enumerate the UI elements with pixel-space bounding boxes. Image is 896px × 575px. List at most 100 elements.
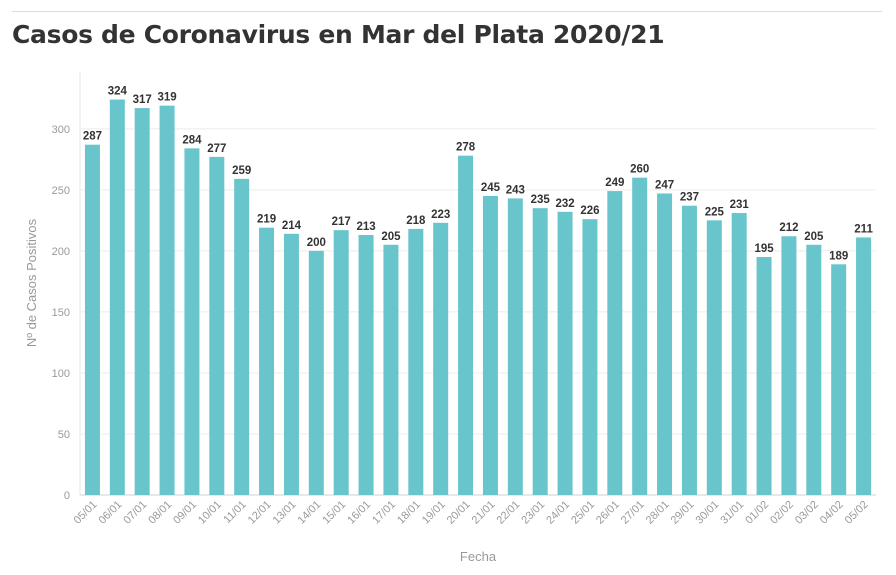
x-tick-label: 09/01 (171, 499, 199, 527)
x-tick-label: 25/01 (569, 499, 597, 527)
x-tick-label: 19/01 (420, 499, 448, 527)
bar-value-label: 225 (705, 206, 725, 218)
x-tick-label: 08/01 (146, 499, 174, 527)
x-tick-label: 05/01 (72, 499, 100, 527)
bar[interactable] (657, 193, 673, 495)
x-tick-label: 26/01 (594, 499, 622, 527)
bar[interactable] (333, 230, 349, 495)
bar-value-label: 226 (580, 205, 599, 217)
x-tick-label: 12/01 (246, 499, 274, 527)
bar[interactable] (781, 236, 797, 495)
x-tick-label: 06/01 (96, 499, 124, 527)
bar-value-label: 260 (630, 164, 649, 176)
bar-value-label: 189 (829, 250, 848, 262)
x-tick-label: 11/01 (221, 499, 248, 526)
bar-value-label: 231 (730, 199, 750, 211)
bar[interactable] (283, 233, 299, 495)
bar-value-label: 232 (555, 198, 574, 210)
bar[interactable] (209, 156, 225, 495)
bar[interactable] (706, 220, 722, 495)
y-tick-label: 100 (52, 368, 70, 380)
bar[interactable] (184, 148, 200, 495)
bar[interactable] (234, 178, 250, 495)
x-tick-label: 18/01 (395, 499, 423, 527)
chart-title: Casos de Coronavirus en Mar del Plata 20… (12, 20, 665, 49)
bar-value-label: 284 (182, 134, 202, 146)
y-tick-label: 150 (52, 307, 70, 319)
x-tick-label: 28/01 (644, 499, 672, 527)
bar-value-label: 214 (282, 220, 302, 232)
bar-value-label: 219 (257, 214, 276, 226)
bar-value-label: 223 (431, 209, 450, 221)
y-tick-label: 50 (58, 429, 70, 441)
y-tick-label: 300 (52, 124, 70, 136)
bar-value-label: 217 (332, 216, 351, 228)
bar-value-label: 218 (406, 215, 426, 227)
bar[interactable] (507, 198, 523, 495)
x-tick-label: 29/01 (669, 499, 697, 527)
bar-value-label: 259 (232, 165, 251, 177)
bar[interactable] (557, 211, 573, 495)
bar[interactable] (84, 144, 100, 496)
x-tick-label: 22/01 (494, 499, 522, 527)
bar[interactable] (433, 222, 449, 495)
bar[interactable] (109, 99, 125, 495)
y-tick-label: 200 (52, 246, 70, 258)
x-tick-label: 01/02 (743, 499, 771, 527)
bar[interactable] (482, 195, 498, 496)
bar-value-label: 317 (133, 94, 152, 106)
bar-value-label: 245 (481, 182, 501, 194)
bar[interactable] (856, 237, 872, 496)
x-tick-label: 04/02 (818, 499, 846, 527)
x-tick-label: 10/01 (196, 499, 224, 527)
bar[interactable] (831, 264, 847, 495)
bar[interactable] (607, 191, 623, 495)
bar[interactable] (358, 235, 374, 495)
x-tick-label: 16/01 (345, 499, 373, 527)
bar[interactable] (681, 205, 697, 495)
bar[interactable] (582, 219, 598, 495)
x-tick-label: 27/01 (619, 499, 647, 527)
bar-value-label: 247 (655, 180, 674, 192)
bar-value-label: 237 (680, 192, 699, 204)
x-tick-label: 23/01 (519, 499, 547, 527)
x-tick-label: 02/02 (768, 499, 796, 527)
bar[interactable] (408, 228, 424, 496)
y-tick-label: 0 (64, 490, 70, 502)
bar-value-label: 324 (108, 86, 128, 98)
x-tick-label: 13/01 (271, 499, 299, 527)
bar[interactable] (632, 177, 648, 495)
bar-value-label: 277 (207, 143, 226, 155)
bar[interactable] (756, 256, 772, 495)
x-tick-label: 05/02 (843, 499, 871, 527)
x-tick-label: 24/01 (544, 499, 572, 527)
bar-value-label: 205 (381, 231, 401, 243)
bar[interactable] (532, 208, 548, 496)
x-tick-label: 07/01 (121, 499, 149, 527)
bar[interactable] (458, 155, 474, 496)
x-tick-label: 21/01 (470, 499, 498, 527)
bar-value-label: 243 (506, 184, 525, 196)
bar-value-label: 212 (779, 222, 798, 234)
bar[interactable] (159, 105, 175, 495)
bar[interactable] (308, 250, 324, 495)
bar[interactable] (806, 244, 822, 495)
bar-value-label: 195 (754, 243, 774, 255)
y-tick-label: 250 (52, 185, 70, 197)
bar[interactable] (134, 108, 150, 495)
bar-value-label: 211 (854, 223, 873, 235)
x-tick-label: 15/01 (320, 499, 348, 527)
bar-value-label: 235 (531, 194, 551, 206)
bar[interactable] (383, 244, 399, 495)
x-tick-label: 20/01 (445, 499, 473, 527)
bar[interactable] (259, 227, 275, 496)
bar-value-label: 278 (456, 142, 476, 154)
bar-value-label: 287 (83, 131, 102, 143)
bar-value-label: 319 (157, 92, 176, 104)
y-axis-label: Nº de Casos Positivos (24, 218, 39, 347)
bar[interactable] (731, 213, 747, 495)
top-divider (12, 11, 882, 12)
x-tick-label: 14/01 (295, 499, 323, 527)
bar-value-label: 205 (804, 231, 824, 243)
